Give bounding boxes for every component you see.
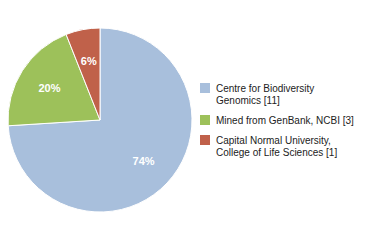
pie xyxy=(8,28,192,212)
pie-slice xyxy=(8,28,192,212)
legend-item: Centre for BiodiversityGenomics [11] xyxy=(200,83,314,106)
pie-slice xyxy=(66,28,100,120)
data-label: 74% xyxy=(133,155,155,167)
legend-item: Mined from GenBank, NCBI [3] xyxy=(200,115,354,126)
legend-label: Capital Normal University,College of Lif… xyxy=(216,135,337,158)
legend-swatch xyxy=(200,135,210,145)
data-label: 6% xyxy=(81,55,97,67)
legend: Centre for BiodiversityGenomics [11] Mine… xyxy=(200,83,354,158)
legend-item: Capital Normal University,College of Lif… xyxy=(200,135,337,158)
chart: 74% 20% 6% Centre for BiodiversityGenomics … xyxy=(0,0,380,240)
legend-label: Mined from GenBank, NCBI [3] xyxy=(216,115,354,126)
legend-swatch xyxy=(200,83,210,93)
legend-swatch xyxy=(200,115,210,125)
legend-label: Centre for BiodiversityGenomics [11] xyxy=(216,83,314,106)
data-labels: 74% 20% 6% xyxy=(38,55,154,167)
data-label: 20% xyxy=(38,82,60,94)
